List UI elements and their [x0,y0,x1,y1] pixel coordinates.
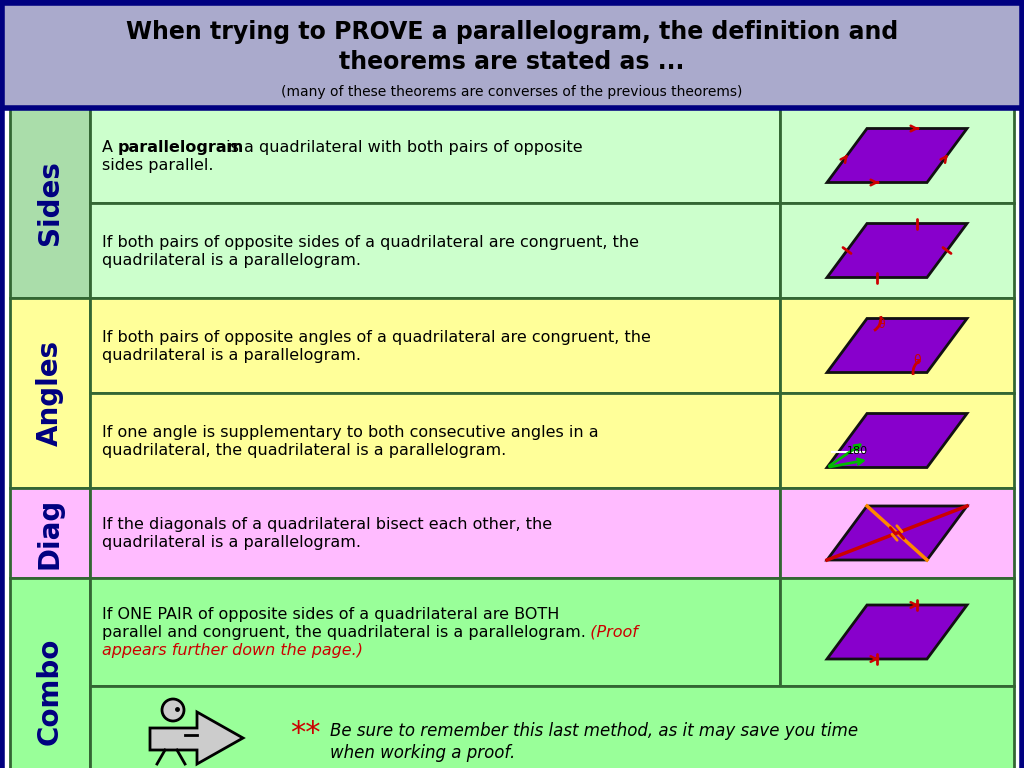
Polygon shape [827,605,967,659]
Text: If both pairs of opposite angles of a quadrilateral are congruent, the: If both pairs of opposite angles of a qu… [102,330,651,345]
Text: Be sure to remember this last method, as it may save you time: Be sure to remember this last method, as… [330,722,858,740]
Bar [90,686,1014,768]
Bar [10,298,90,488]
Text: Diag: Diag [36,498,63,568]
Text: theorems are stated as ...: theorems are stated as ... [339,50,685,74]
Text: If the diagonals of a quadrilateral bisect each other, the: If the diagonals of a quadrilateral bise… [102,518,552,532]
Text: θ: θ [913,355,921,368]
Bar [90,203,780,298]
Bar [10,578,90,768]
Text: A: A [102,140,118,155]
Bar [780,578,1014,686]
Bar [10,108,90,298]
Circle shape [162,699,184,721]
Bar [90,108,780,203]
Bar [780,393,1014,488]
Text: quadrilateral is a parallelogram.: quadrilateral is a parallelogram. [102,348,361,363]
Text: appears further down the page.): appears further down the page.) [102,643,362,657]
Bar [90,578,780,686]
Text: When trying to PROVE a parallelogram, the definition and: When trying to PROVE a parallelogram, th… [126,20,898,44]
Text: when working a proof.: when working a proof. [330,744,515,762]
Text: If both pairs of opposite sides of a quadrilateral are congruent, the: If both pairs of opposite sides of a qua… [102,235,639,250]
Bar [780,203,1014,298]
Polygon shape [827,319,967,372]
Bar [90,488,780,578]
Text: Sides: Sides [36,161,63,246]
Text: parallel and congruent, the quadrilateral is a parallelogram.: parallel and congruent, the quadrilatera… [102,624,586,640]
Text: sides parallel.: sides parallel. [102,158,213,173]
Polygon shape [827,506,967,560]
Polygon shape [827,413,967,468]
Text: quadrilateral is a parallelogram.: quadrilateral is a parallelogram. [102,535,361,551]
Bar [90,686,780,768]
Polygon shape [827,128,967,183]
Bar [90,298,780,393]
Text: (Proof: (Proof [580,624,638,640]
Bar [10,488,90,578]
Bar [90,393,780,488]
Polygon shape [827,223,967,277]
Bar [780,298,1014,393]
Bar [780,108,1014,203]
Text: If ONE PAIR of opposite sides of a quadrilateral are BOTH: If ONE PAIR of opposite sides of a quadr… [102,607,559,621]
Text: θ: θ [877,319,885,332]
Text: If one angle is supplementary to both consecutive angles in a: If one angle is supplementary to both co… [102,425,599,440]
Text: quadrilateral, the quadrilateral is a parallelogram.: quadrilateral, the quadrilateral is a pa… [102,443,506,458]
Text: is a quadrilateral with both pairs of opposite: is a quadrilateral with both pairs of op… [221,140,583,155]
Text: Combo: Combo [36,637,63,745]
Text: (many of these theorems are converses of the previous theorems): (many of these theorems are converses of… [282,85,742,99]
Text: 180: 180 [847,446,868,456]
Polygon shape [150,712,243,764]
Text: parallelogram: parallelogram [118,140,245,155]
Text: **: ** [290,719,321,747]
Text: Angles: Angles [36,340,63,446]
Bar [0,0,1024,108]
Text: quadrilateral is a parallelogram.: quadrilateral is a parallelogram. [102,253,361,268]
Bar [780,488,1014,578]
